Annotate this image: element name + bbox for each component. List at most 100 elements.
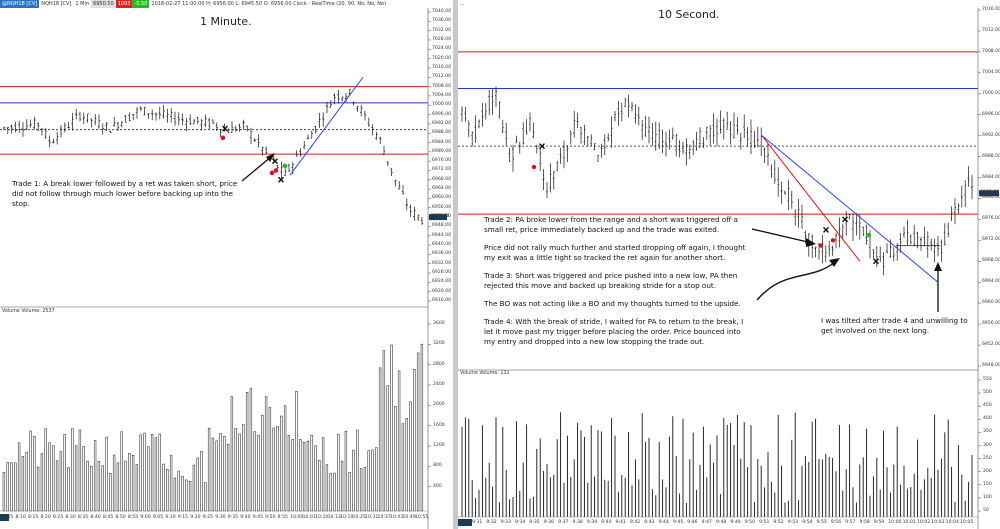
- left-volume-tick-label: 2800: [433, 361, 445, 367]
- left-volume-bar: [215, 440, 218, 512]
- left-price-tick-label: 6964.00: [432, 186, 451, 192]
- right-price-tick-label: 7008.00: [982, 48, 1000, 54]
- right-time-tick-label: 9:35: [529, 520, 540, 525]
- left-volume-bar: [283, 405, 287, 512]
- left-chart-header: @NQH18 [CV] NQH18 [CV] 1 Min 6950.50 109…: [0, 0, 450, 8]
- left-volume-tick-label: 1600: [433, 422, 445, 428]
- left-volume-bar: [192, 464, 196, 512]
- right-price-tick-label: 7004.00: [982, 69, 1000, 75]
- right-time-tick-label: 10:03: [931, 520, 945, 525]
- left-volume-bar: [196, 457, 199, 512]
- right-volume-tick-label: 250: [983, 455, 992, 461]
- left-volume-bar: [321, 437, 325, 512]
- left-volume-bar: [185, 479, 188, 512]
- left-time-tick-label: 8:40: [90, 515, 101, 520]
- left-volume-bar: [340, 460, 344, 512]
- right-red-trend-line: [761, 135, 861, 262]
- bid-box: 1093: [115, 0, 133, 8]
- left-volume-bar: [363, 467, 367, 512]
- left-volume-bar: [55, 460, 59, 512]
- right-x-marker: [823, 226, 829, 233]
- right-price-tick-label: 6964.00: [982, 279, 1000, 285]
- left-volume-bar: [59, 451, 63, 512]
- left-volume-bar: [90, 465, 93, 512]
- left-volume-bar: [93, 440, 97, 512]
- right-price-tick-label: 7012.00: [982, 27, 1000, 33]
- left-volume-bar: [409, 401, 412, 512]
- left-time-tick-label: 9:55: [277, 515, 288, 520]
- symbol-field[interactable]: @NQH18 [CV]: [0, 0, 40, 8]
- right-time-tick-label: 9:53: [787, 520, 799, 525]
- right-time-tick-label: 10:00: [888, 520, 902, 525]
- left-volume-bar: [310, 434, 313, 512]
- left-volume-bar: [378, 367, 382, 512]
- left-price-tick-label: 6916.00: [432, 298, 451, 303]
- pane-divider[interactable]: [453, 0, 458, 529]
- right-time-tick-label: 9:56: [830, 520, 842, 525]
- left-volume-tick-label: 400: [433, 483, 442, 489]
- left-volume-bar: [116, 462, 120, 512]
- left-volume-bar: [6, 462, 9, 512]
- left-volume-bar: [204, 482, 207, 512]
- interval-field[interactable]: 1 Min: [75, 1, 90, 7]
- right-price-tick-label: 6968.00: [982, 258, 1000, 264]
- left-price-tick-label: 7032.00: [432, 27, 451, 33]
- left-volume-bar: [272, 427, 275, 512]
- right-time-tick-label: 9:38: [572, 520, 583, 525]
- left-volume-bar: [211, 437, 215, 512]
- left-volume-bar: [367, 450, 370, 512]
- left-x-marker: [272, 158, 278, 165]
- right-entry-dot: [830, 238, 836, 243]
- left-volume-bar: [67, 467, 70, 512]
- left-volume-bar: [63, 434, 66, 512]
- left-price-tick-label: 6968.00: [432, 176, 451, 182]
- left-volume-bar: [82, 446, 85, 512]
- right-price-tick-label: 6948.00: [982, 363, 1000, 368]
- left-volume-bar: [268, 407, 272, 512]
- left-volume-bar: [397, 370, 401, 512]
- left-volume-bar: [17, 442, 21, 512]
- left-time-tick-label: 9:10: [165, 515, 176, 520]
- right-time-tick-label: 9:34: [515, 520, 526, 525]
- left-volume-bar: [352, 449, 355, 512]
- left-annotation-arrow: [241, 155, 273, 182]
- left-current-price-tag: [429, 214, 447, 221]
- left-time-tick-label: 8:45: [102, 515, 114, 520]
- left-volume-bar: [276, 426, 279, 512]
- left-price-tick-label: 6924.00: [432, 279, 451, 285]
- left-volume-bar: [154, 437, 158, 512]
- left-arrow-head: [266, 153, 275, 162]
- left-volume-bar: [314, 445, 317, 512]
- right-time-tick-label: 9:41: [615, 520, 626, 525]
- left-volume-bar: [280, 415, 283, 512]
- left-price-tick-label: 7024.00: [432, 46, 451, 52]
- trade2-arrow-head: [806, 238, 816, 247]
- right-time-tick-label: 9:42: [629, 520, 641, 525]
- left-price-tick-label: 6920.00: [432, 288, 451, 294]
- left-volume-bar: [86, 460, 89, 512]
- left-volume-bar: [245, 392, 249, 512]
- right-price-tick-label: 6956.00: [982, 321, 1000, 327]
- left-time-tick-label: 10:01: [302, 515, 316, 520]
- right-volume-tick-label: 500: [983, 390, 992, 396]
- right-price-tick-label: 6976.00: [982, 216, 1000, 222]
- right-time-tick-label: 9:39: [586, 520, 598, 525]
- right-price-tick-label: 6980.00: [982, 195, 1000, 201]
- left-volume-bar: [177, 470, 180, 512]
- left-time-tick-label: 9:45: [252, 515, 264, 520]
- left-volume-bar: [223, 436, 226, 512]
- left-time-tick-label: 10:13: [327, 515, 341, 520]
- right-price-tick-label: 6996.00: [982, 111, 1000, 117]
- left-volume-bar: [71, 428, 74, 512]
- symbol-name: NQH18 [CV]: [41, 1, 72, 7]
- left-volume-bar: [158, 433, 161, 512]
- left-price-tick-label: 6976.00: [432, 158, 451, 164]
- left-price-tick-label: 7000.00: [432, 102, 451, 108]
- left-volume-bar: [329, 473, 332, 512]
- left-volume-bar: [382, 350, 386, 512]
- right-time-tick-label: 9:48: [716, 520, 727, 525]
- left-volume-bar: [128, 453, 131, 512]
- right-time-tick-label: 9:54: [802, 520, 813, 525]
- left-price-tick-label: 6928.00: [432, 270, 451, 276]
- left-volume-bar: [359, 468, 363, 512]
